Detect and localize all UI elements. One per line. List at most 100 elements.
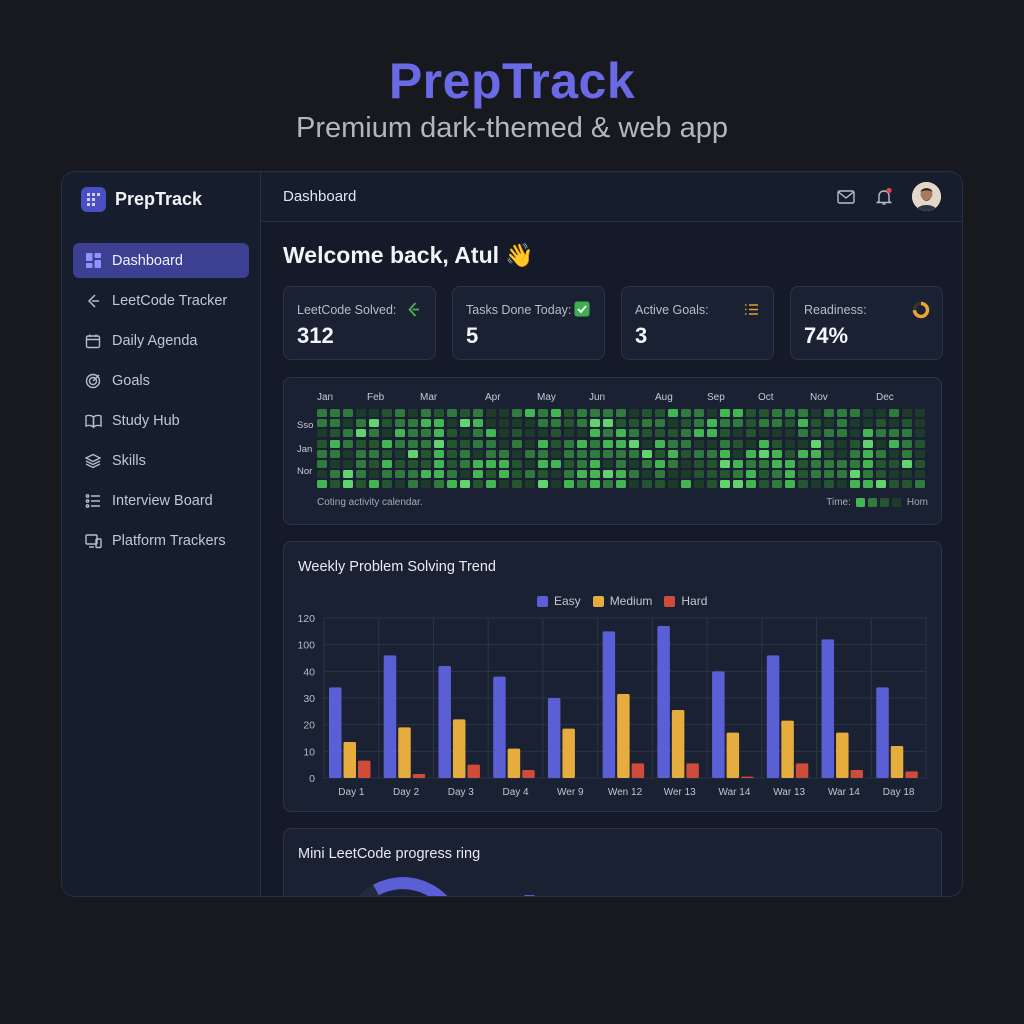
sidebar-item-platform-trackers[interactable]: Platform Trackers — [73, 523, 249, 558]
bar-medium[interactable] — [343, 742, 357, 778]
heatmap-cell[interactable] — [603, 439, 613, 448]
heatmap-cell[interactable] — [733, 429, 743, 438]
mail-icon[interactable] — [836, 187, 856, 207]
heatmap-cell[interactable] — [616, 429, 626, 438]
heatmap-cell[interactable] — [746, 470, 756, 479]
sidebar-item-dashboard[interactable]: Dashboard — [73, 243, 249, 278]
heatmap-cell[interactable] — [772, 480, 782, 489]
heatmap-cell[interactable] — [733, 449, 743, 458]
heatmap-cell[interactable] — [668, 429, 678, 438]
heatmap-cell[interactable] — [564, 429, 574, 438]
heatmap-cell[interactable] — [772, 470, 782, 479]
heatmap-cell[interactable] — [824, 439, 834, 448]
heatmap-cell[interactable] — [538, 409, 548, 417]
heatmap-cell[interactable] — [629, 470, 639, 479]
bar-medium[interactable] — [507, 748, 521, 778]
heatmap-cell[interactable] — [642, 439, 652, 448]
heatmap-cell[interactable] — [642, 449, 652, 458]
sidebar-item-daily-agenda[interactable]: Daily Agenda — [73, 323, 249, 358]
heatmap-cell[interactable] — [408, 419, 418, 428]
heatmap-cell[interactable] — [837, 409, 847, 417]
heatmap-cell[interactable] — [421, 470, 431, 479]
heatmap-cell[interactable] — [915, 439, 925, 448]
heatmap-cell[interactable] — [915, 429, 925, 438]
legend-item-hard[interactable]: Hard — [664, 594, 707, 608]
heatmap-cell[interactable] — [902, 460, 912, 468]
heatmap-cell[interactable] — [590, 419, 600, 428]
bar-easy[interactable] — [602, 631, 616, 778]
heatmap-cell[interactable] — [551, 429, 561, 438]
heatmap-cell[interactable] — [395, 439, 405, 448]
heatmap-cell[interactable] — [733, 419, 743, 428]
heatmap-cell[interactable] — [577, 460, 587, 468]
heatmap-cell[interactable] — [850, 439, 860, 448]
bar-hard[interactable] — [741, 776, 754, 778]
heatmap-cell[interactable] — [382, 439, 392, 448]
heatmap-cell[interactable] — [564, 409, 574, 417]
heatmap-cell[interactable] — [538, 419, 548, 428]
heatmap-cell[interactable] — [837, 429, 847, 438]
heatmap-cell[interactable] — [369, 429, 379, 438]
heatmap-cell[interactable] — [395, 429, 405, 438]
heatmap-cell[interactable] — [395, 470, 405, 479]
heatmap-cell[interactable] — [733, 470, 743, 479]
heatmap-cell[interactable] — [746, 439, 756, 448]
heatmap-cell[interactable] — [525, 429, 535, 438]
heatmap-cell[interactable] — [447, 409, 457, 417]
heatmap-cell[interactable] — [720, 409, 730, 417]
heatmap-cell[interactable] — [759, 439, 769, 448]
heatmap-cell[interactable] — [421, 429, 431, 438]
heatmap-cell[interactable] — [434, 429, 444, 438]
sidebar-item-interview-board[interactable]: Interview Board — [73, 483, 249, 518]
heatmap-cell[interactable] — [889, 470, 899, 479]
heatmap-cell[interactable] — [499, 480, 509, 489]
heatmap-cell[interactable] — [369, 470, 379, 479]
heatmap-cell[interactable] — [330, 439, 340, 448]
heatmap-cell[interactable] — [512, 470, 522, 479]
heatmap-cell[interactable] — [460, 480, 470, 489]
heatmap-cell[interactable] — [408, 439, 418, 448]
heatmap-cell[interactable] — [629, 480, 639, 489]
heatmap-cell[interactable] — [343, 429, 353, 438]
heatmap-cell[interactable] — [785, 470, 795, 479]
heatmap-cell[interactable] — [824, 460, 834, 468]
heatmap-cell[interactable] — [798, 480, 808, 489]
heatmap-cell[interactable] — [642, 429, 652, 438]
heatmap-cell[interactable] — [863, 439, 873, 448]
heatmap-cell[interactable] — [538, 449, 548, 458]
heatmap-cell[interactable] — [538, 429, 548, 438]
heatmap-cell[interactable] — [876, 470, 886, 479]
heatmap-cell[interactable] — [655, 470, 665, 479]
sidebar-item-study-hub[interactable]: Study Hub — [73, 403, 249, 438]
heatmap-cell[interactable] — [707, 480, 717, 489]
bar-easy[interactable] — [821, 639, 835, 778]
heatmap-cell[interactable] — [863, 449, 873, 458]
stat-card-active-goals[interactable]: Active Goals: 3 — [621, 286, 774, 360]
heatmap-cell[interactable] — [577, 480, 587, 489]
heatmap-cell[interactable] — [473, 460, 483, 468]
heatmap-cell[interactable] — [421, 449, 431, 458]
heatmap-cell[interactable] — [668, 419, 678, 428]
bar-medium[interactable] — [836, 732, 849, 778]
heatmap-cell[interactable] — [681, 480, 691, 489]
heatmap-cell[interactable] — [785, 429, 795, 438]
heatmap-cell[interactable] — [330, 419, 340, 428]
heatmap-cell[interactable] — [460, 460, 470, 468]
heatmap-cell[interactable] — [382, 449, 392, 458]
heatmap-cell[interactable] — [525, 439, 535, 448]
heatmap-cell[interactable] — [512, 480, 522, 489]
heatmap-cell[interactable] — [629, 429, 639, 438]
heatmap-cell[interactable] — [798, 449, 808, 458]
heatmap-cell[interactable] — [811, 480, 821, 489]
heatmap-cell[interactable] — [798, 470, 808, 479]
heatmap-cell[interactable] — [538, 480, 548, 489]
heatmap-cell[interactable] — [850, 460, 860, 468]
heatmap-cell[interactable] — [772, 419, 782, 428]
heatmap-cell[interactable] — [395, 449, 405, 458]
heatmap-cell[interactable] — [590, 470, 600, 479]
bar-hard[interactable] — [905, 771, 918, 778]
heatmap-cell[interactable] — [551, 439, 561, 448]
heatmap-cell[interactable] — [837, 439, 847, 448]
heatmap-cell[interactable] — [499, 460, 509, 468]
heatmap-cell[interactable] — [798, 429, 808, 438]
